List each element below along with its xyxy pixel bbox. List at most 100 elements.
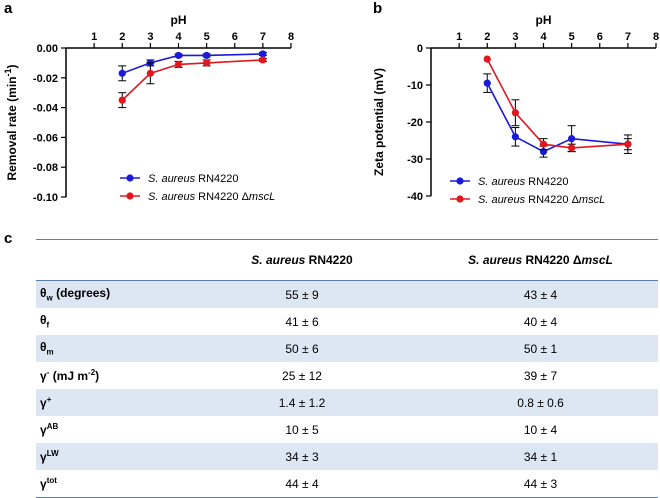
table-cell-parameter: γLW [36,443,181,470]
table-cell-parameter: γ+ [36,389,181,416]
table-cell-wildtype: 41 ± 6 [285,314,319,329]
table-cell-wildtype: 10 ± 5 [285,422,319,437]
parameter-symbol: γ [40,477,47,491]
chart-a-legend-label: S. aureus RN4220 ΔmscL [148,191,275,203]
chart-a-x-tick-label: 1 [91,31,97,43]
table-cell-wildtype: 50 ± 6 [181,335,423,362]
chart-b-data-point [511,109,519,117]
parameter-superscript: + [46,395,52,404]
parameter-unit: (degrees) [52,286,111,301]
chart-a-data-point [203,59,211,67]
chart-a-y-tick-label: -0.04 [33,103,59,115]
chart-b-y-tick-label: -30 [407,154,423,166]
table-header-wildtype-rest: RN4220 [305,253,353,267]
table-row: γLW 34 ± 3 34 ± 1 [36,443,658,470]
table-header-empty [36,240,181,281]
table-row: θw (degrees) 55 ± 9 43 ± 4 [36,280,658,308]
chart-a-y-tick-label: -0.02 [33,73,58,85]
table-cell-wildtype: 1.4 ± 1.2 [181,389,423,416]
chart-a-data-point [118,96,126,104]
parameter-subscript: w [46,293,53,303]
chart-a-y-tick-label: -0.06 [33,132,58,144]
chart-a-x-tick-label: 6 [232,31,238,43]
table-row: γtot 44 ± 4 44 ± 3 [36,470,658,498]
parameter-unit-end: ) [95,369,100,383]
chart-a-x-tick-label: 7 [260,31,266,43]
parameter-symbol: γ [40,396,47,410]
parameter-superscript: tot [46,476,57,485]
chart-b-x-tick-label: 8 [653,31,659,43]
table-cell-parameter: γtot [36,470,181,498]
chart-b-y-tick-label: 0 [417,43,423,55]
parameter-subscript: f [46,320,50,330]
chart-b-x-tick-label: 4 [540,31,547,43]
table-header-mutant-rest: RN4220 Δ [522,253,582,267]
chart-a-y-axis-title-main: Removal rate (min [5,76,19,180]
table-cell-parameter: θw (degrees) [36,280,181,308]
table-cell-wildtype: 44 ± 4 [181,470,423,498]
parameter-superscript: LW [46,449,59,458]
chart-b-x-tick-label: 2 [484,31,490,43]
chart-b-series-line [486,58,628,149]
chart-b-x-tick-label: 3 [512,31,518,43]
table-cell-parameter: γAB [36,416,181,443]
table-cell-mutant: 50 ± 1 [423,335,658,362]
chart-b-y-tick-label: -20 [407,117,423,129]
table-cell-mutant: 40 ± 4 [523,314,558,329]
chart-b-x-tick-label: 7 [625,31,631,43]
chart-a-y-tick-label: 0.00 [37,43,58,55]
chart-b-data-point [539,140,548,148]
chart-b-svg: 1 2 3 4 5 6 7 8 0 -10 -20 -30 -40 pH Zeta potential (m… [372,13,659,206]
table-cell-mutant: 0.8 ± 0.6 [423,389,658,416]
table-row: γ+ 1.4 ± 1.2 0.8 ± 0.6 [36,389,658,416]
chart-a-data-point [259,56,267,64]
table-cell-mutant: 10 ± 4 [523,422,558,437]
chart-b-x-tick-label: 1 [456,31,462,43]
chart-b-x-axis-title: pH [536,13,552,27]
table-row: θf 41 ± 6 40 ± 4 [36,308,658,335]
chart-b-data-point [568,135,576,143]
table-top-rule [36,239,658,240]
chart-b-legend-italic: S. aureus [478,176,526,188]
chart-a-x-tick-label: 2 [119,31,125,43]
chart-b-x-tick-label: 5 [569,31,575,43]
parameter-symbol: γ [40,450,47,464]
chart-a-legend-label: S. aureus RN4220 [148,173,239,185]
chart-a-y-axis-title-sup: -1 [3,68,13,76]
chart-b-data-point [624,140,632,148]
chart-b-legend-label: S. aureus RN4220 [478,176,569,188]
chart-a-legend-italic2: mscL [249,191,275,203]
chart-a-legend-italic: S. aureus [148,191,196,203]
parameter-superscript: AB [46,422,59,431]
table-cell-mutant: 39 ± 7 [523,368,558,383]
table-row: γ- (mJ m-2) 25 ± 12 39 ± 7 [36,362,658,389]
chart-a-data-point [174,51,183,60]
chart-a-data-point [174,60,183,68]
chart-a-svg: 1 2 3 4 5 6 7 8 0.00 -0.02 -0.04 -0.06 -0.08 -0.10 pH R… [3,13,294,204]
chart-a-data-point [146,69,154,77]
chart-b-legend-italic2: mscL [579,194,605,206]
chart-b-y-tick-label: -10 [407,80,423,92]
chart-a-data-point [203,51,211,60]
chart-b-legend-rest: RN4220 [525,176,568,188]
chart-b-y-axis-title: Zeta potential (mV) [372,68,386,176]
parameter-symbol: θ [40,313,47,328]
chart-a-y-tick-label: -0.10 [33,192,58,204]
chart-b-legend-marker [456,177,464,185]
chart-a-x-axis-title: pH [171,13,187,27]
panel-label-c: c [4,230,13,247]
chart-b-x-tick-label: 6 [597,31,603,43]
table-header-wildtype: S. aureus RN4220 [181,240,423,281]
parameter-symbol: γ [40,423,47,437]
chart-a-y-axis-title-close: ) [5,64,19,68]
panel-label-a: a [4,0,13,17]
table-cell-wildtype: 34 ± 3 [181,443,423,470]
table-cell-parameter: θm [36,335,181,362]
properties-table: S. aureus RN4220 S. aureus RN4220 ΔmscL … [36,240,658,498]
chart-b-data-point [483,55,491,63]
table-header-wildtype-italic: S. aureus [251,253,306,267]
parameter-symbol: γ [40,369,47,383]
table-header-mutant: S. aureus RN4220 ΔmscL [423,240,658,281]
table-cell-parameter: θf [36,308,181,335]
chart-b-data-point [483,79,491,87]
